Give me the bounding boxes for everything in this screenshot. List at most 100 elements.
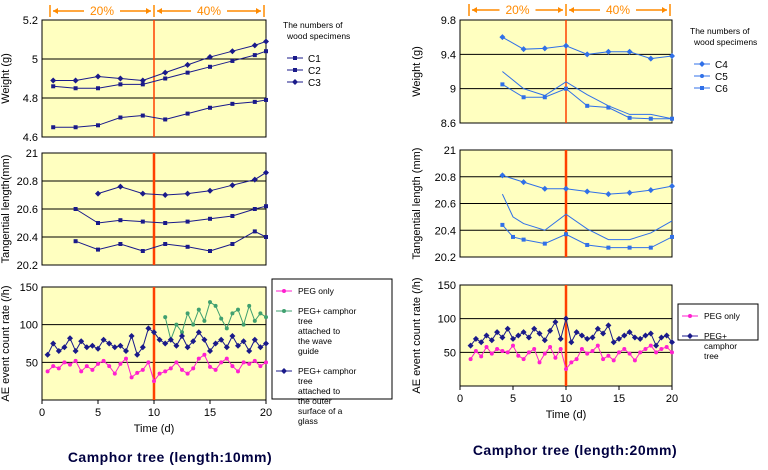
right-ae-data-point-peg-only	[489, 351, 494, 356]
left-weight-data-point-c2	[264, 49, 268, 54]
humidity-bracket-arrow	[569, 7, 574, 13]
right-tangential-series-line-c6	[502, 224, 673, 249]
left-ae-data-point-peg-camphor-tree-attached-to-the-wave-guide	[196, 307, 201, 312]
left-ae-data-point-peg-camphor-tree-attached-to-the-outer-surface-of-a-glass	[212, 340, 219, 347]
left-figure-caption: Camphor tree (length:10mm)	[68, 449, 272, 465]
left-weight-data-point-c3	[72, 77, 79, 84]
right-ae-legend-label: camphor	[704, 341, 737, 351]
right-tangential-data-point-c6	[511, 234, 515, 239]
left-ae-series-line-peg-camphor-tree-attached-to-the-outer-surface-of-a-glass	[47, 327, 267, 356]
right-ae-data-point-peg-camphor-tree	[494, 329, 501, 336]
left-weight-legend-title: The numbers of	[283, 20, 343, 30]
left-tangential-data-point-c1	[118, 242, 123, 246]
left-tangential-data-point-c3	[229, 182, 236, 189]
right-weight-data-point-c6	[521, 95, 526, 100]
right-ae-data-point-peg-only	[479, 354, 484, 359]
right-ae-data-point-peg-camphor-tree	[510, 335, 516, 342]
right-ae-data-point-peg-camphor-tree	[531, 325, 538, 332]
left-tangential-yaxis-label: Tangential length(mm)	[0, 155, 12, 264]
left-tangential-data-point-c3	[139, 190, 146, 197]
left-ae-legend-marker	[282, 309, 286, 313]
left-ae-data-point-peg-camphor-tree-attached-to-the-wave-guide	[230, 311, 235, 316]
right-weight-data-point-c4	[669, 53, 675, 60]
right-tangential-ytick-label: 21	[444, 145, 456, 157]
left-ae-xtick-label: 15	[204, 407, 216, 419]
right-ae-data-point-peg-only	[590, 348, 595, 353]
right-ae-xtick-label: 20	[666, 393, 678, 405]
left-ae-data-point-peg-camphor-tree-attached-to-the-wave-guide	[180, 330, 184, 335]
left-weight-data-point-c3	[139, 77, 146, 84]
right-ae-data-point-peg-only	[606, 353, 611, 358]
humidity-band-label: 40%	[197, 4, 221, 18]
left-tangential-series-line-c1	[75, 230, 267, 252]
left-ae-data-point-peg-only	[73, 358, 78, 363]
left-ae-legend-label: surface of a	[298, 406, 343, 416]
right-tangential-data-point-c6	[500, 222, 505, 227]
humidity-bracket-arrow	[256, 8, 261, 14]
left-ae-data-point-peg-camphor-tree-attached-to-the-outer-surface-of-a-glass	[95, 345, 101, 352]
humidity-band-label: 40%	[606, 3, 630, 17]
left-ae-data-point-peg-only	[213, 367, 218, 372]
left-weight-data-point-c3	[207, 54, 213, 61]
left-ae-legend-label: PEG+ camphor	[298, 366, 357, 376]
left-ae-data-point-peg-camphor-tree-attached-to-the-outer-surface-of-a-glass	[106, 340, 113, 347]
left-ae-data-point-peg-camphor-tree-attached-to-the-wave-guide	[236, 307, 240, 312]
right-weight-ytick-label: 9.8	[441, 15, 456, 27]
left-weight-data-point-c1	[118, 115, 123, 120]
left-ae-legend-label: the outer	[298, 396, 332, 406]
humidity-bracket-arrow	[53, 8, 58, 14]
right-tangential-data-point-c6	[521, 237, 526, 242]
left-ae-data-point-peg-camphor-tree-attached-to-the-outer-surface-of-a-glass	[117, 342, 124, 349]
right-ae-data-point-peg-camphor-tree	[605, 322, 612, 329]
right-tangential-ytick-label: 20.8	[435, 172, 456, 184]
right-ae-data-point-peg-only	[505, 350, 510, 355]
right-ae-data-point-peg-camphor-tree	[616, 335, 622, 342]
right-ae-data-point-peg-camphor-tree	[658, 334, 665, 341]
right-tangential-data-point-c6	[542, 241, 547, 246]
right-weight-series-line-c5	[502, 71, 673, 120]
left-ae-data-point-peg-only	[62, 360, 67, 365]
right-ae-data-point-peg-camphor-tree	[520, 329, 527, 336]
left-ae-data-point-peg-camphor-tree-attached-to-the-outer-surface-of-a-glass	[223, 344, 230, 351]
left-ae-yaxis-label: AE event count rate (/h)	[0, 285, 12, 401]
right-ae-data-point-peg-camphor-tree	[467, 342, 474, 349]
left-ae-data-point-peg-only	[157, 371, 162, 376]
left-ae-data-point-peg-camphor-tree-attached-to-the-outer-surface-of-a-glass	[44, 351, 51, 358]
right-ae-data-point-peg-camphor-tree	[547, 327, 554, 334]
right-weight-ytick-label: 9	[450, 84, 456, 96]
left-weight-legend-title: wood specimens	[286, 31, 350, 41]
right-weight-data-point-c4	[626, 48, 633, 55]
left-weight-data-point-c3	[50, 77, 57, 84]
left-ae-legend-label: tree	[298, 376, 313, 386]
right-ae-xaxis-label: Time (d)	[546, 409, 587, 421]
right-ae-data-point-peg-camphor-tree	[594, 325, 601, 332]
right-ae-data-point-peg-only	[558, 346, 563, 351]
left-ae-data-point-peg-camphor-tree-attached-to-the-outer-surface-of-a-glass	[50, 340, 57, 347]
left-tangential-data-point-c1	[208, 249, 212, 253]
right-tangential-data-point-c4	[520, 179, 527, 186]
left-ae-data-point-peg-only	[196, 356, 201, 361]
right-ae-data-point-peg-only	[553, 355, 558, 360]
right-ae-data-point-peg-only	[548, 344, 553, 349]
left-weight-data-point-c1	[73, 125, 78, 130]
right-weight-legend-title: wood specimens	[693, 37, 757, 47]
right-ae-data-point-peg-only	[574, 357, 579, 362]
left-weight-data-point-c3	[117, 75, 124, 82]
right-weight-legend-label: C5	[715, 72, 728, 83]
right-weight-ytick-label: 9.4	[441, 49, 456, 61]
right-ae-ytick-label: 150	[438, 280, 456, 292]
left-weight-data-point-c3	[184, 61, 191, 68]
right-weight-data-point-c4	[584, 51, 591, 58]
left-ae-data-point-peg-only	[230, 364, 235, 369]
left-ae-data-point-peg-camphor-tree-attached-to-the-outer-surface-of-a-glass	[240, 338, 247, 345]
right-ae-legend-label: PEG+	[704, 331, 727, 341]
left-tangential-data-point-c2	[118, 218, 123, 223]
left-ae-data-point-peg-camphor-tree-attached-to-the-wave-guide	[174, 322, 179, 327]
right-ae-data-point-peg-camphor-tree	[621, 332, 628, 339]
left-ae-legend-marker	[281, 368, 287, 374]
right-ae-data-point-peg-camphor-tree	[552, 319, 559, 326]
right-weight-data-point-c6	[585, 103, 590, 108]
left-weight-data-point-c2	[51, 84, 56, 89]
left-tangential-ytick-label: 21	[26, 148, 38, 160]
left-tangential-data-point-c2	[230, 214, 235, 218]
